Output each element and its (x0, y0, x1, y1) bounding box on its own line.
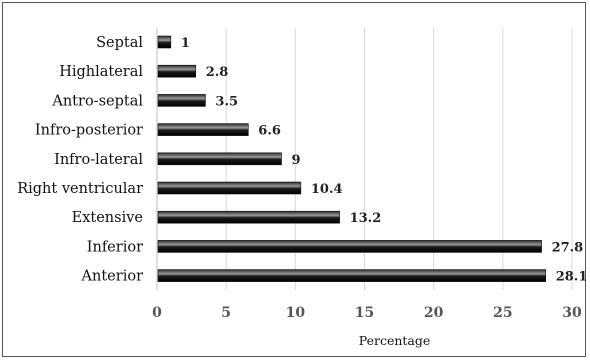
bar (157, 240, 542, 253)
category-label: Inferior (87, 239, 143, 255)
data-label: 3.5 (215, 94, 238, 109)
bar (157, 269, 547, 282)
category-label: Antro-septal (51, 93, 143, 109)
category-label: Extensive (72, 210, 143, 226)
data-label: 6.6 (258, 124, 281, 139)
x-tick-label: 25 (493, 305, 512, 321)
bar (157, 64, 197, 78)
bar (157, 210, 340, 224)
data-label: 27.8 (552, 240, 584, 255)
category-label: Infro-posterior (35, 123, 143, 139)
bar (157, 152, 282, 166)
x-tick-label: 0 (152, 305, 162, 321)
bar (157, 94, 206, 107)
x-tick-label: 5 (221, 305, 231, 321)
bars (157, 35, 547, 282)
data-label: 1 (181, 36, 190, 51)
x-tick-label: 30 (562, 305, 582, 321)
data-label: 10.4 (311, 182, 343, 197)
bar (157, 35, 172, 49)
x-tick-labels: 0 5 10 15 20 25 30 (152, 305, 582, 321)
category-labels: Septal Highlateral Antro-septal Infro-poste… (17, 35, 143, 285)
category-label: Anterior (81, 269, 144, 285)
data-label: 2.8 (206, 65, 229, 80)
value-labels: 1 2.8 3.5 6.6 9 10.4 13.2 27.8 28.1 (181, 36, 588, 285)
category-label: Right ventricular (17, 181, 143, 197)
data-label: 28.1 (556, 270, 588, 285)
category-label: Infro-lateral (54, 152, 143, 168)
x-tick-label: 10 (286, 305, 306, 321)
bar (157, 123, 249, 136)
data-label: 13.2 (350, 211, 382, 226)
x-axis-title: Percentage (359, 333, 431, 348)
x-tick-label: 20 (424, 305, 444, 321)
category-label: Highlateral (59, 64, 143, 80)
chart-frame (2, 2, 586, 357)
x-tick-label: 15 (355, 305, 374, 321)
data-label: 9 (292, 153, 301, 168)
bar (157, 181, 302, 195)
category-label: Septal (96, 35, 143, 51)
